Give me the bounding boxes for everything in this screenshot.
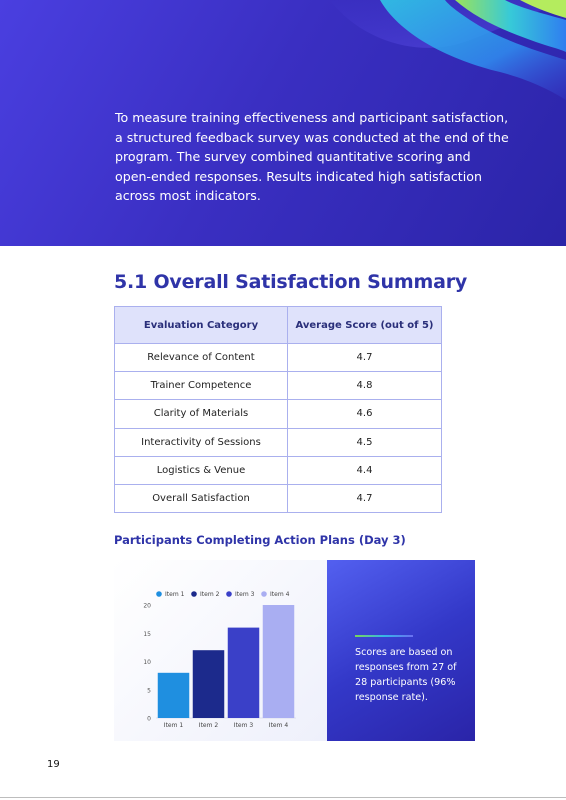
table-row: Clarity of Materials 4.6: [114, 399, 442, 429]
bar: [157, 672, 190, 718]
accent-line: [355, 635, 413, 637]
legend-marker: [191, 591, 197, 597]
x-tick-label: Item 4: [269, 722, 289, 729]
bar: [192, 650, 225, 718]
table-row: Interactivity of Sessions 4.5: [114, 427, 442, 457]
response-rate-note: Scores are based on responses from 27 of…: [355, 647, 457, 703]
table-cell-score: 4.6: [287, 399, 442, 429]
legend-label: Item 1: [165, 591, 185, 598]
satisfaction-summary-table: Evaluation Category Average Score (out o…: [114, 306, 442, 514]
table-cell-score: 4.7: [287, 342, 442, 373]
table-cell-category: Overall Satisfaction: [114, 483, 288, 514]
table-cell-score: 4.5: [287, 427, 442, 457]
table-cell-category: Clarity of Materials: [114, 399, 288, 429]
bar-chart-card: 0 5 10 15 20 Item 1 Item 2 Item 3 Item 4 Item 1 It…: [114, 560, 327, 741]
table-row: Relevance of Content 4.7: [114, 342, 442, 373]
x-tick-label: Item 2: [199, 722, 219, 729]
legend-marker: [156, 591, 162, 597]
legend-marker: [226, 591, 232, 597]
table-cell-category: Logistics & Venue: [114, 455, 288, 485]
legend-label: Item 4: [270, 591, 290, 598]
bar-chart: 0 5 10 15 20 Item 1 Item 2 Item 3 Item 4 Item 1 It…: [143, 591, 296, 729]
table-cell-score: 4.4: [287, 455, 442, 485]
y-tick-label: 20: [143, 603, 151, 610]
legend-label: Item 2: [200, 591, 220, 598]
table-header-row: Evaluation Category Average Score (out o…: [114, 306, 442, 344]
table-cell-category: Relevance of Content: [114, 342, 288, 373]
hero-banner: To measure training effectiveness and pa…: [0, 0, 566, 246]
legend-marker: [261, 591, 267, 597]
info-card: Scores are based on responses from 27 of…: [327, 560, 475, 741]
page-number: 19: [47, 759, 60, 770]
intro-paragraph: To measure training effectiveness and pa…: [115, 110, 509, 204]
table-cell-category: Interactivity of Sessions: [114, 427, 288, 457]
table-cell-category: Trainer Competence: [114, 371, 288, 401]
bar: [262, 605, 295, 718]
table-row: Overall Satisfaction 4.7: [114, 483, 442, 514]
y-tick-label: 0: [147, 716, 151, 723]
y-tick-label: 15: [143, 631, 151, 638]
table-header-score: Average Score (out of 5): [287, 306, 442, 344]
footer-divider: [0, 797, 566, 798]
y-tick-label: 5: [147, 687, 151, 694]
x-tick-label: Item 1: [164, 722, 184, 729]
y-tick-label: 10: [143, 659, 151, 666]
table-row: Trainer Competence 4.8: [114, 371, 442, 401]
section-title: 5.1 Overall Satisfaction Summary: [114, 271, 468, 293]
bar: [227, 627, 260, 718]
table-cell-score: 4.8: [287, 371, 442, 401]
table-cell-score: 4.7: [287, 483, 442, 514]
legend-label: Item 3: [235, 591, 255, 598]
chart-title: Participants Completing Action Plans (Da…: [114, 533, 406, 547]
table-row: Logistics & Venue 4.4: [114, 455, 442, 485]
table-header-category: Evaluation Category: [114, 306, 288, 344]
decorative-wave-graphic: [330, 0, 566, 100]
x-tick-label: Item 3: [234, 722, 254, 729]
